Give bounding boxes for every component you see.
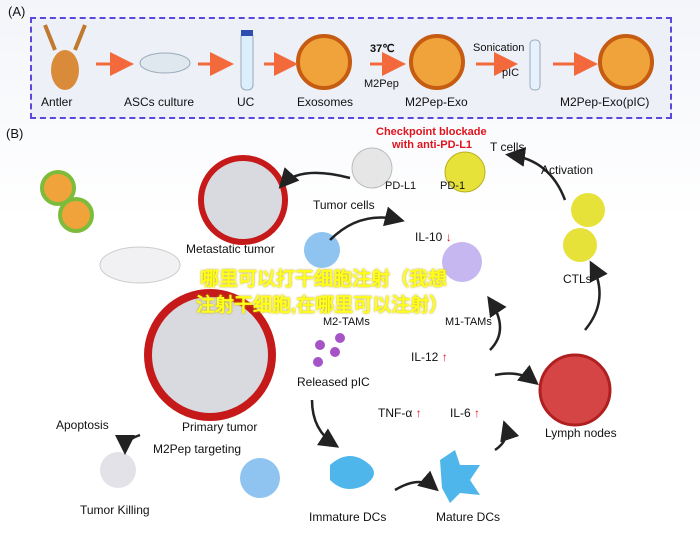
metastatic-tumor-icon bbox=[198, 155, 288, 245]
tnf-label: TNF-α ↑ bbox=[378, 406, 422, 420]
petri-dish-icon bbox=[139, 52, 191, 74]
il12-label: IL-12 ↑ bbox=[411, 350, 448, 364]
tumor-cells-label: Tumor cells bbox=[313, 198, 375, 212]
apoptosis-label: Apoptosis bbox=[56, 418, 109, 432]
t-cells-label: T cells bbox=[490, 140, 525, 154]
il6-label: IL-6 ↑ bbox=[450, 406, 481, 420]
temperature-label: 37℃ bbox=[370, 43, 395, 55]
step-exosomes: Exosomes bbox=[297, 95, 354, 109]
sonication-tube-icon bbox=[529, 39, 541, 91]
m2-tam-icon bbox=[304, 232, 340, 268]
ctl-icon bbox=[571, 193, 605, 227]
metastatic-tumor-label: Metastatic tumor bbox=[186, 242, 275, 256]
m2pep-label: M2Pep bbox=[364, 78, 399, 90]
lymph-nodes-label: Lymph nodes bbox=[545, 426, 617, 440]
overlay-text-line2: 注射干细胞,在哪里可以注射） bbox=[196, 295, 449, 316]
m2pep-targeting-label: M2Pep targeting bbox=[153, 442, 242, 456]
targeting-cell-icon bbox=[240, 458, 280, 498]
mouse-icon bbox=[99, 246, 181, 284]
deer-icon bbox=[43, 24, 87, 90]
pic-particles bbox=[313, 333, 345, 367]
step-antler: Antler bbox=[41, 95, 73, 109]
tumor-killing-icon bbox=[100, 452, 136, 488]
t-cell-icon bbox=[444, 151, 486, 193]
step-m2pep-exo-pic: M2Pep-Exo(pIC) bbox=[560, 95, 650, 109]
immature-dc-icon bbox=[330, 456, 374, 489]
m1-tams-label: M1-TAMs bbox=[445, 316, 492, 328]
overlay-text-line1: 哪里可以打干细胞注射（我想 bbox=[200, 269, 448, 290]
step-uc: UC bbox=[237, 95, 255, 109]
step-ascs-culture: ASCs culture bbox=[124, 95, 195, 109]
lymph-node-icon bbox=[538, 353, 612, 427]
tumor-killing-label: Tumor Killing bbox=[80, 503, 150, 517]
m2pep-exo-pic-icon bbox=[598, 34, 654, 90]
pic-label: pIC bbox=[502, 67, 520, 79]
primary-tumor-icon bbox=[144, 289, 276, 421]
checkpoint-label-2: with anti-PD-L1 bbox=[392, 139, 473, 151]
mature-dc-icon bbox=[440, 450, 480, 503]
primary-tumor-label: Primary tumor bbox=[182, 420, 258, 434]
tumor-cell-icon bbox=[351, 147, 393, 189]
step-m2pep-exo: M2Pep-Exo bbox=[405, 95, 468, 109]
il10-label: IL-10 ↓ bbox=[415, 230, 452, 244]
checkpoint-label: Checkpoint blockade bbox=[376, 126, 487, 138]
ctls-label: CTLs bbox=[563, 272, 592, 286]
panel-b-label: (B) bbox=[6, 126, 24, 141]
sonication-label: Sonication bbox=[473, 42, 525, 54]
m1-tam-icon bbox=[442, 242, 482, 282]
up-arrow-icon: ↑ bbox=[441, 350, 448, 364]
panel-a-label: (A) bbox=[8, 4, 26, 19]
pd-l1-label: PD-L1 bbox=[385, 180, 417, 192]
down-arrow-icon: ↓ bbox=[445, 230, 452, 244]
m2-tams-label: M2-TAMs bbox=[323, 316, 370, 328]
tube-icon bbox=[240, 31, 254, 91]
exosome-icon bbox=[296, 34, 352, 90]
released-pic-label: Released pIC bbox=[297, 375, 370, 389]
m2pep-exo-icon bbox=[409, 34, 465, 90]
immature-dcs-label: Immature DCs bbox=[309, 510, 387, 524]
mature-dcs-label: Mature DCs bbox=[436, 510, 501, 524]
up-arrow-icon: ↑ bbox=[415, 406, 422, 420]
pd-1-label: PD-1 bbox=[440, 180, 466, 192]
activation-label: Activation bbox=[541, 163, 594, 177]
up-arrow-icon: ↑ bbox=[474, 406, 481, 420]
